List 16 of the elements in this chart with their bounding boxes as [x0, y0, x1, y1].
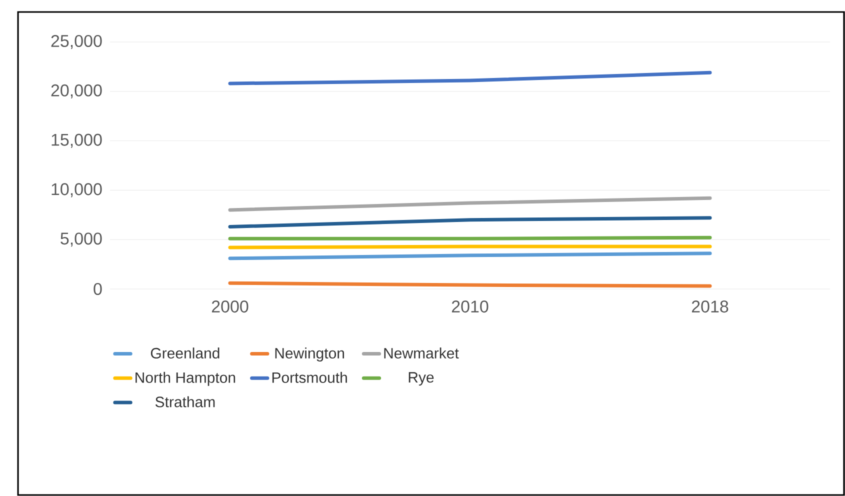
y-tick-label: 10,000: [52, 183, 102, 198]
x-tick-label: 2010: [452, 300, 488, 313]
legend-label: Newmarket: [384, 348, 459, 359]
y-tick-label: 15,000: [52, 134, 102, 148]
legend-label: Rye: [408, 372, 434, 386]
y-tick-label: 25,000: [51, 34, 102, 50]
legend-label: Portsmouth: [272, 372, 347, 383]
legend-label: Newington: [275, 348, 344, 362]
y-tick-label: 0: [94, 282, 102, 296]
legend-label: Stratham: [155, 396, 215, 408]
y-tick-label: 20,000: [51, 84, 102, 98]
x-tick-label: 2000: [212, 300, 248, 313]
legend-label: North Hampton: [136, 372, 236, 386]
y-tick-label: 5,000: [60, 232, 102, 247]
x-tick-label: 2018: [692, 300, 728, 313]
legend-label: Greenland: [150, 348, 220, 359]
